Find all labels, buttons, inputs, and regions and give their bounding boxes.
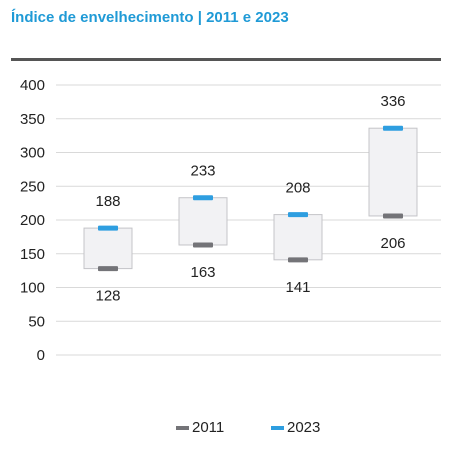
marker-2023-4	[383, 125, 403, 131]
y-tick-label-0: 0	[37, 347, 45, 364]
legend-item-2023: 2023	[271, 419, 320, 436]
data-label-2011-4: 206	[380, 235, 405, 252]
marker-2023-1	[98, 225, 118, 231]
data-label-2011-3: 141	[285, 279, 310, 296]
data-label-2023-1: 188	[95, 193, 120, 210]
legend-swatch-2011	[176, 425, 189, 430]
data-label-2023-2: 233	[190, 163, 215, 180]
y-tick-label-200: 200	[20, 212, 45, 229]
marker-2023-3	[288, 212, 308, 218]
marker-2023-2	[193, 195, 213, 201]
y-tick-label-350: 350	[20, 111, 45, 128]
marker-2011-1	[98, 266, 118, 272]
range-box-1	[83, 227, 133, 270]
data-label-2011-1: 128	[95, 288, 120, 305]
data-label-2023-4: 336	[380, 93, 405, 110]
marker-2011-2	[193, 242, 213, 248]
legend-label-2011: 2011	[192, 419, 225, 436]
legend-item-2011: 2011	[176, 419, 224, 436]
range-box-4	[368, 127, 418, 217]
marker-2011-4	[383, 213, 403, 219]
y-tick-label-100: 100	[20, 280, 45, 297]
y-tick-label-400: 400	[20, 77, 45, 94]
legend-swatch-2023	[271, 425, 284, 430]
chart-title: Índice de envelhecimento | 2011 e 2023	[11, 9, 289, 26]
range-box-3	[273, 214, 323, 261]
range-box-2	[178, 197, 228, 246]
chart-legend: 2011 2023	[0, 419, 457, 439]
y-tick-label-50: 50	[28, 313, 45, 330]
data-label-2023-3: 208	[285, 180, 310, 197]
y-tick-label-300: 300	[20, 145, 45, 162]
data-label-2011-2: 163	[190, 264, 215, 281]
y-tick-label-250: 250	[20, 178, 45, 195]
title-divider	[11, 58, 441, 61]
legend-label-2023: 2023	[287, 419, 321, 436]
y-tick-label-150: 150	[20, 246, 45, 263]
marker-2011-3	[288, 257, 308, 263]
